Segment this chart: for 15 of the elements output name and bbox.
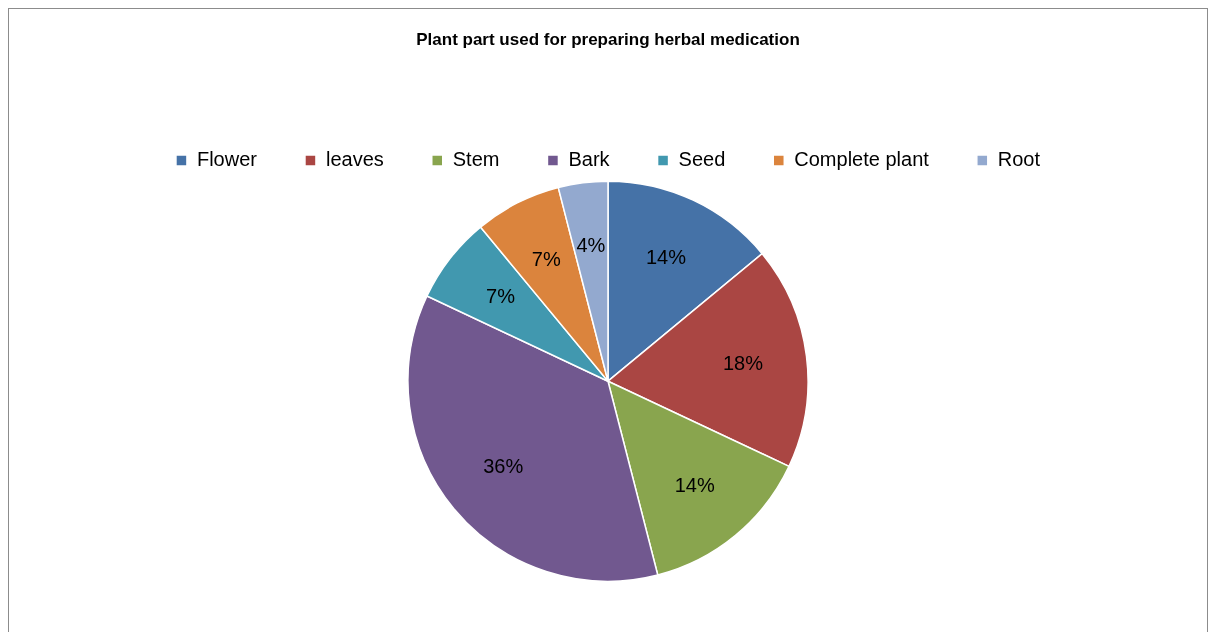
legend-label: Bark xyxy=(568,147,611,170)
legend-label: Stem xyxy=(452,147,500,170)
legend-label: Seed xyxy=(678,147,726,170)
legend-label: Complete plant xyxy=(794,147,930,170)
legend-label: Flower xyxy=(196,147,258,170)
data-label: 18% xyxy=(722,351,764,374)
data-label: 4% xyxy=(576,233,606,256)
data-label: 7% xyxy=(531,247,561,270)
chart-title: Plant part used for preparing herbal medication xyxy=(416,29,800,49)
data-label: 14% xyxy=(645,245,687,268)
data-label: 36% xyxy=(483,455,524,478)
data-label: 14% xyxy=(674,473,715,496)
legend-label: leaves xyxy=(325,147,384,170)
data-label: 7% xyxy=(486,285,516,308)
legend-label: Root xyxy=(997,147,1041,170)
